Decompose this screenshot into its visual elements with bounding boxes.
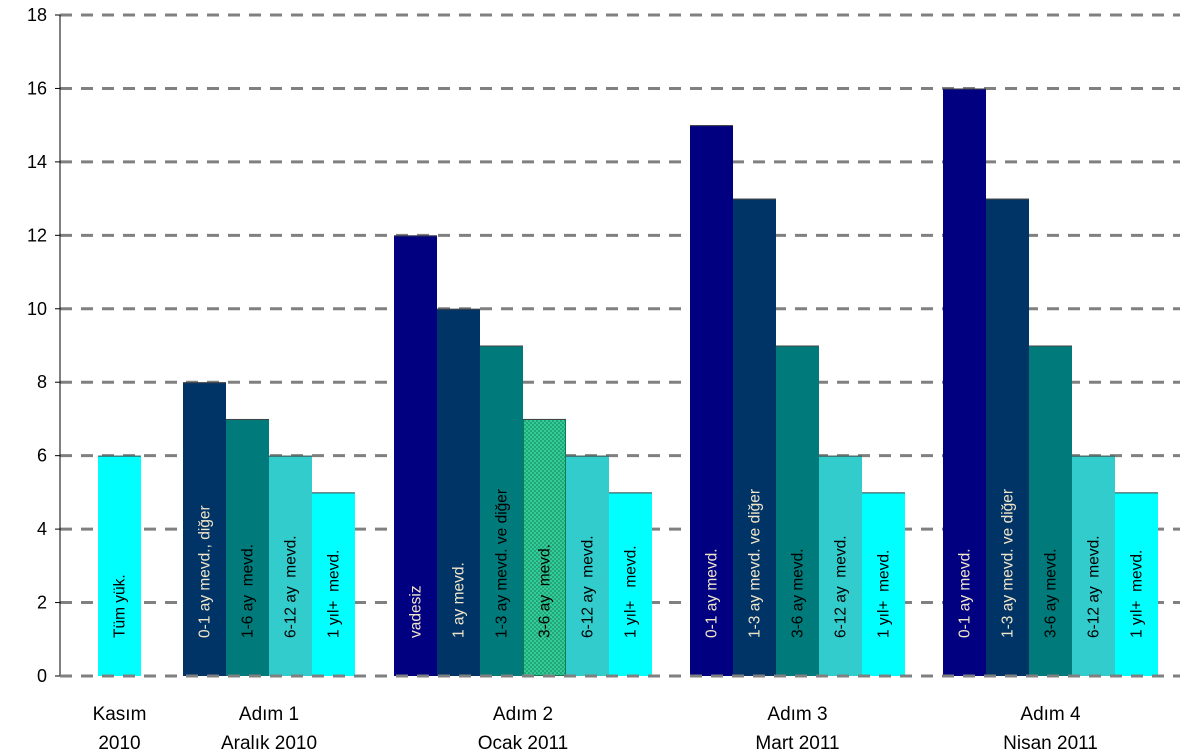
y-tick-label: 8 bbox=[37, 372, 47, 392]
bar-label: 1 ay mevd. bbox=[451, 562, 468, 638]
bar bbox=[1115, 492, 1158, 676]
bar-label: vadesiz bbox=[408, 585, 425, 638]
bar bbox=[986, 198, 1029, 676]
bar bbox=[480, 345, 523, 676]
category-label: Mart 2011 bbox=[755, 733, 839, 754]
bar-label: 6-12 ay mevd. bbox=[283, 535, 300, 638]
bar-label: 3-6 ay mevd. bbox=[1043, 548, 1060, 638]
bar-label: 1-3 ay mevd. ve diğer bbox=[1000, 489, 1017, 638]
y-tick-label: 6 bbox=[37, 446, 47, 466]
category-label: 2010 bbox=[98, 733, 140, 754]
bar bbox=[98, 455, 141, 676]
bars bbox=[98, 88, 1158, 677]
bar bbox=[394, 235, 437, 677]
y-tick-label: 14 bbox=[27, 152, 47, 172]
bar-label: 6-12 ay mevd. bbox=[833, 535, 850, 638]
bar bbox=[269, 455, 312, 676]
axes: 0 2 4 6 8 10 12 14 16 18 Kasım 2010 Adım 1 Aralık 201… bbox=[27, 5, 1180, 754]
bar bbox=[943, 88, 986, 676]
category-label: Nisan 2011 bbox=[1003, 733, 1098, 754]
bar-label: 0-1 ay mevd. bbox=[957, 548, 974, 638]
bar-label: 3-6 ay mevd. bbox=[790, 548, 807, 638]
category-label: Kasım bbox=[93, 704, 147, 725]
y-tick-label: 12 bbox=[27, 225, 47, 245]
bar-label: 1 yıl+ mevd. bbox=[326, 550, 343, 638]
category-label: Adım 4 bbox=[1020, 704, 1081, 725]
category-label: Aralık 2010 bbox=[221, 733, 317, 754]
y-tick-label: 10 bbox=[27, 299, 47, 319]
y-tick-label: 18 bbox=[27, 5, 47, 25]
y-tick-label: 0 bbox=[37, 666, 47, 686]
category-label: Adım 3 bbox=[767, 704, 827, 725]
bar-label: Tüm yük. bbox=[112, 574, 129, 638]
bar bbox=[609, 492, 652, 676]
category-label: Adım 1 bbox=[239, 704, 299, 725]
y-tick-label: 16 bbox=[27, 78, 47, 98]
bar-labels: Tüm yük. 0-1 ay mevd., diğer 1-6 ay mevd. 6… bbox=[112, 489, 1146, 638]
bar bbox=[183, 382, 226, 676]
bar-label: 6-12 ay mevd. bbox=[580, 535, 597, 638]
bar bbox=[226, 418, 269, 676]
bar-label: 0-1 ay mevd., diğer bbox=[197, 505, 214, 638]
bar-label: 1 yıl+ mevd. bbox=[1129, 550, 1146, 638]
y-tick-label: 4 bbox=[37, 519, 47, 539]
bar-label: 0-1 ay mevd. bbox=[704, 548, 721, 638]
bar-label: 6-12 ay mevd. bbox=[1086, 535, 1103, 638]
bar-label: 1-3 ay mevd. ve diğer bbox=[494, 489, 511, 638]
bar-label: 1 yıl+ mevd. bbox=[623, 545, 640, 638]
bar bbox=[437, 308, 480, 676]
bar bbox=[819, 455, 862, 676]
bar bbox=[862, 492, 905, 676]
bar-label: 1-3 ay mevd. ve diğer bbox=[747, 489, 764, 638]
bar bbox=[566, 455, 609, 676]
bar bbox=[523, 418, 566, 676]
bar bbox=[1072, 455, 1115, 676]
bar bbox=[690, 125, 733, 676]
category-label: Ocak 2011 bbox=[478, 733, 568, 754]
bar-label: 3-6 ay mevd. bbox=[537, 544, 554, 638]
bar-label: 1 yıl+ mevd. bbox=[876, 550, 893, 638]
bar bbox=[733, 198, 776, 676]
bar bbox=[1029, 345, 1072, 676]
bar bbox=[312, 492, 355, 676]
bar-label: 1-6 ay mevd. bbox=[240, 544, 257, 638]
y-tick-label: 2 bbox=[37, 593, 47, 613]
category-label: Adım 2 bbox=[493, 704, 553, 725]
bar bbox=[776, 345, 819, 676]
